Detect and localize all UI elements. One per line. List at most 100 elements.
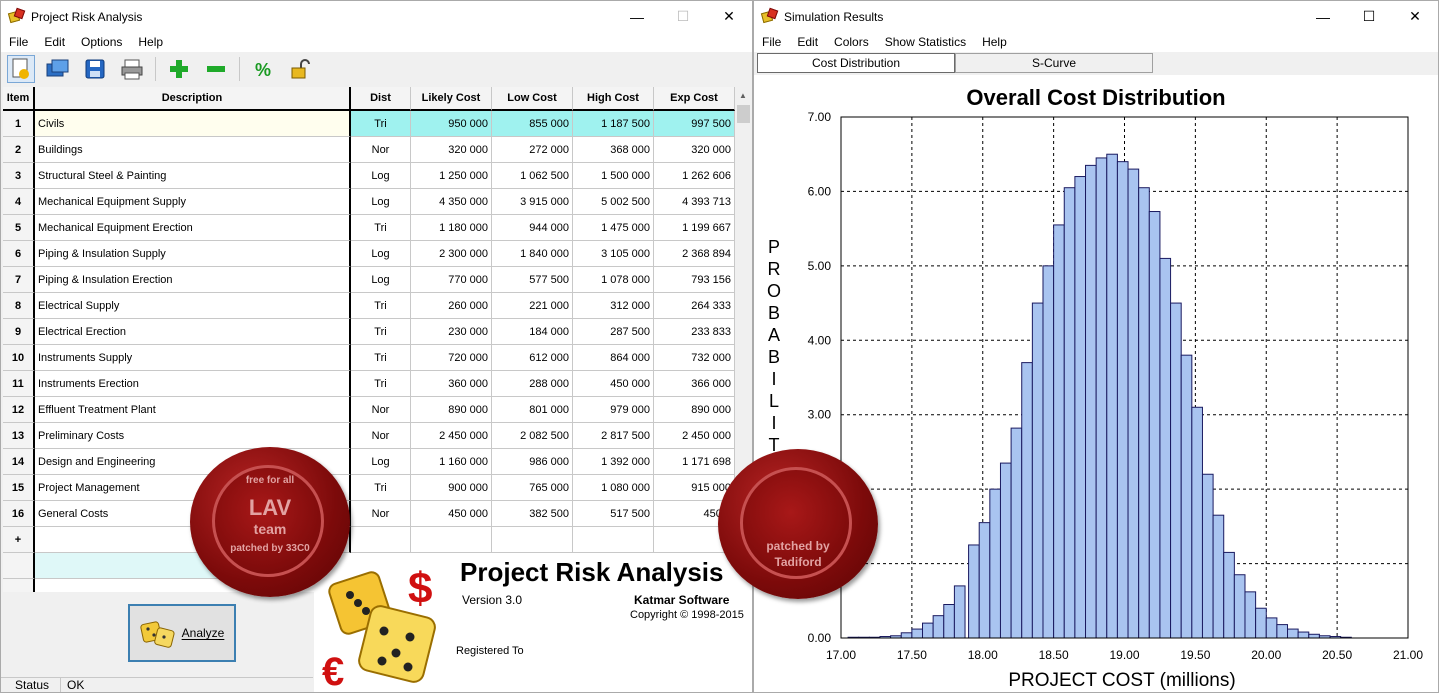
row-dist[interactable]: Log [351,449,411,475]
remove-row-icon[interactable] [202,55,230,83]
row-exp-cost[interactable]: 2 368 894 [654,241,735,267]
save-icon[interactable] [81,55,109,83]
table-row[interactable]: 3 Structural Steel & Painting Log 1 250 000… [3,163,735,189]
menu-options[interactable]: Options [81,35,123,49]
percent-icon[interactable]: % [249,55,277,83]
close-button[interactable]: ✕ [723,8,735,24]
sim-close-button[interactable]: ✕ [1409,8,1421,24]
table-row[interactable]: 2 Buildings Nor 320 000 272 000 368 000 320 00… [3,137,735,163]
row-high-cost[interactable]: 287 500 [573,319,654,345]
row-item-number[interactable]: 5 [3,215,35,241]
row-description[interactable]: Piping & Insulation Erection [35,267,351,293]
row-item-number[interactable]: 1 [3,111,35,137]
row-item-number[interactable]: 15 [3,475,35,501]
row-high-cost[interactable]: 368 000 [573,137,654,163]
row-dist[interactable]: Log [351,189,411,215]
unlock-icon[interactable] [286,55,314,83]
table-row[interactable]: 13 Preliminary Costs Nor 2 450 000 2 082 500… [3,423,735,449]
row-empty-cell[interactable] [35,527,351,553]
row-exp-cost[interactable]: 233 833 [654,319,735,345]
header-high-cost[interactable]: High Cost [573,87,654,111]
new-row[interactable]: + [3,527,735,553]
row-item-number[interactable]: 16 [3,501,35,527]
row-high-cost[interactable]: 1 475 000 [573,215,654,241]
row-exp-cost[interactable]: 4 393 713 [654,189,735,215]
tab-cost-distribution[interactable]: Cost Distribution [757,53,955,73]
menu-help[interactable]: Help [138,35,164,49]
table-row[interactable]: 10 Instruments Supply Tri 720 000 612 000 864… [3,345,735,371]
row-likely-cost[interactable]: 1 160 000 [411,449,492,475]
row-low-cost[interactable]: 765 000 [492,475,573,501]
table-row[interactable]: 5 Mechanical Equipment Erection Tri 1 180 0… [3,215,735,241]
row-description[interactable]: Mechanical Equipment Erection [35,215,351,241]
row-high-cost[interactable]: 1 080 000 [573,475,654,501]
scroll-thumb[interactable] [737,105,750,123]
row-likely-cost[interactable]: 4 350 000 [411,189,492,215]
header-low-cost[interactable]: Low Cost [492,87,573,111]
row-item-number[interactable]: 11 [3,371,35,397]
header-dist[interactable]: Dist [351,87,411,111]
row-low-cost[interactable]: 1 062 500 [492,163,573,189]
scroll-up-icon[interactable]: ▲ [739,91,747,100]
row-empty-cell[interactable] [411,527,492,553]
row-item-number[interactable]: 12 [3,397,35,423]
menu-edit[interactable]: Edit [44,35,66,49]
row-low-cost[interactable]: 3 915 000 [492,189,573,215]
analyze-button[interactable]: Analyze [128,604,236,662]
row-dist[interactable]: Tri [351,319,411,345]
header-likely-cost[interactable]: Likely Cost [411,87,492,111]
table-row[interactable]: 7 Piping & Insulation Erection Log 770 000 5… [3,267,735,293]
row-high-cost[interactable]: 1 500 000 [573,163,654,189]
row-item-number[interactable] [3,579,35,592]
tab-s-curve[interactable]: S-Curve [955,53,1153,73]
row-empty-cell[interactable] [492,527,573,553]
table-row[interactable]: 4 Mechanical Equipment Supply Log 4 350 000… [3,189,735,215]
row-low-cost[interactable]: 612 000 [492,345,573,371]
row-likely-cost[interactable]: 230 000 [411,319,492,345]
row-item-number[interactable] [3,553,35,579]
row-exp-cost[interactable]: 1 171 698 [654,449,735,475]
header-item[interactable]: Item [3,87,35,111]
row-low-cost[interactable]: 2 082 500 [492,423,573,449]
row-description[interactable]: Electrical Supply [35,293,351,319]
table-row[interactable]: 12 Effluent Treatment Plant Nor 890 000 801 … [3,397,735,423]
row-high-cost[interactable]: 864 000 [573,345,654,371]
table-row[interactable]: 1 Civils Tri 950 000 855 000 1 187 500 997 500 [3,111,735,137]
sim-menu-show-statistics[interactable]: Show Statistics [884,35,967,49]
row-low-cost[interactable]: 221 000 [492,293,573,319]
sim-menu-edit[interactable]: Edit [797,35,819,49]
row-likely-cost[interactable]: 770 000 [411,267,492,293]
row-likely-cost[interactable]: 2 450 000 [411,423,492,449]
row-likely-cost[interactable]: 720 000 [411,345,492,371]
table-row[interactable]: 15 Project Management Tri 900 000 765 000 1 0… [3,475,735,501]
row-item-number[interactable]: 3 [3,163,35,189]
row-dist[interactable]: Tri [351,475,411,501]
row-description[interactable]: Piping & Insulation Supply [35,241,351,267]
row-item-number[interactable]: 14 [3,449,35,475]
row-description[interactable]: Civils [35,111,351,137]
menu-file[interactable]: File [9,35,29,49]
sim-minimize-button[interactable]: — [1316,8,1330,25]
row-dist[interactable]: Nor [351,423,411,449]
row-item-number[interactable]: 7 [3,267,35,293]
row-low-cost[interactable]: 1 840 000 [492,241,573,267]
row-description[interactable]: Preliminary Costs [35,423,351,449]
table-row[interactable]: 8 Electrical Supply Tri 260 000 221 000 312 0… [3,293,735,319]
row-low-cost[interactable]: 272 000 [492,137,573,163]
minimize-button[interactable]: — [630,8,644,25]
row-dist[interactable]: Tri [351,215,411,241]
row-item-number[interactable]: 13 [3,423,35,449]
row-dist[interactable]: Log [351,267,411,293]
row-dist[interactable]: Log [351,163,411,189]
row-low-cost[interactable]: 855 000 [492,111,573,137]
row-high-cost[interactable]: 1 392 000 [573,449,654,475]
row-high-cost[interactable]: 5 002 500 [573,189,654,215]
row-high-cost[interactable]: 3 105 000 [573,241,654,267]
row-description[interactable]: Mechanical Equipment Supply [35,189,351,215]
table-row[interactable]: 6 Piping & Insulation Supply Log 2 300 000 1… [3,241,735,267]
row-likely-cost[interactable]: 450 000 [411,501,492,527]
row-high-cost[interactable]: 1 078 000 [573,267,654,293]
row-likely-cost[interactable]: 320 000 [411,137,492,163]
row-description[interactable]: Structural Steel & Painting [35,163,351,189]
row-exp-cost[interactable]: 2 450 000 [654,423,735,449]
